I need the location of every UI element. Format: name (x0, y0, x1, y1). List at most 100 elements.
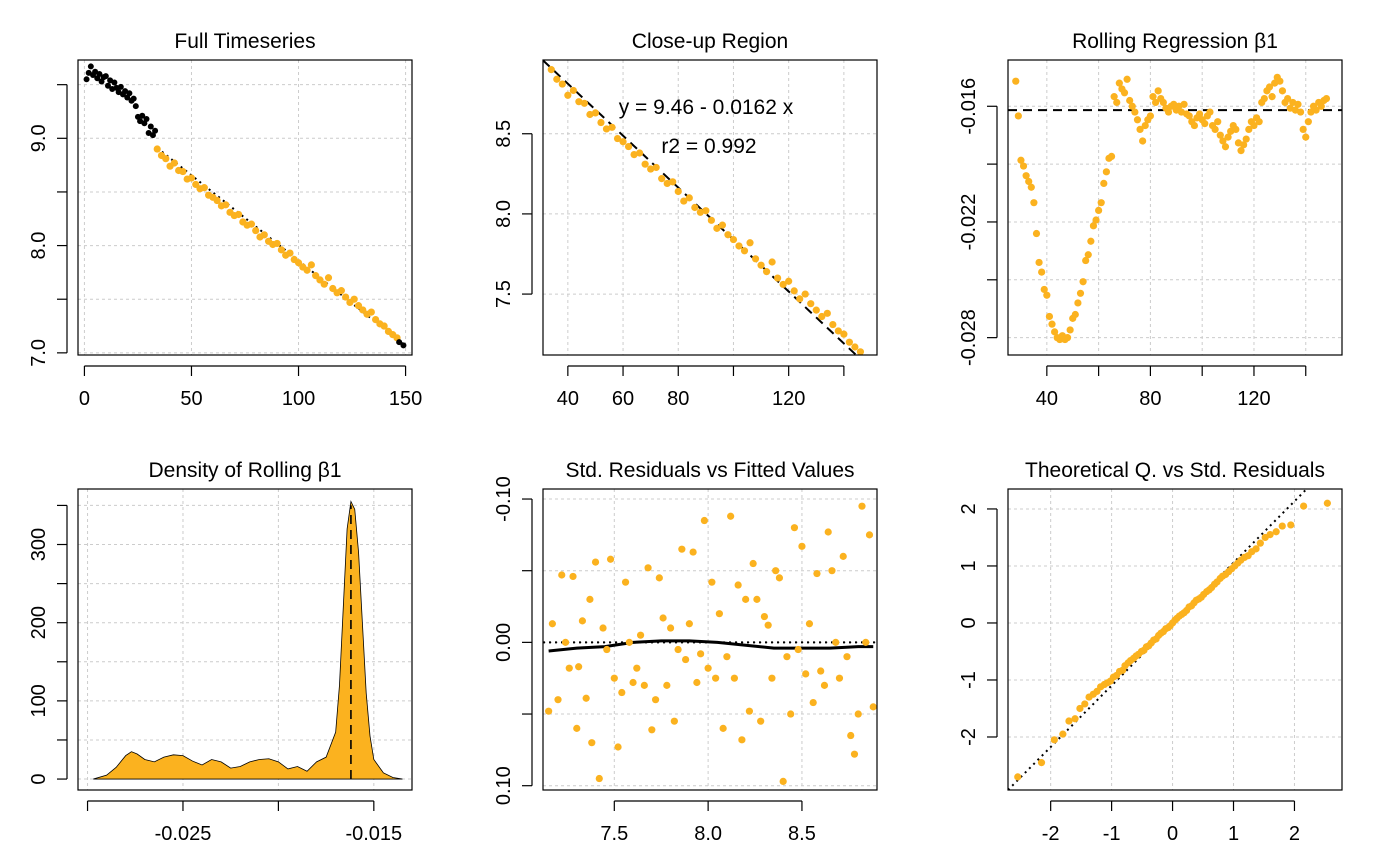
data-point (685, 194, 693, 202)
data-point (547, 66, 555, 74)
data-point (742, 595, 750, 603)
data-point (697, 650, 705, 658)
data-point (1180, 100, 1188, 108)
panel-p1: 0 50 100 150 7.0 8.0 9.0 Full Timeseries (28, 30, 422, 410)
data-point (829, 320, 837, 329)
x-tick-label: 120 (772, 388, 805, 410)
data-point (1092, 216, 1100, 224)
data-point (1323, 499, 1331, 507)
data-point (847, 731, 855, 740)
data-point (400, 342, 407, 349)
data-point (674, 187, 682, 196)
density-area (93, 500, 403, 780)
data-point (869, 703, 877, 711)
data-point (1164, 108, 1173, 116)
y-tick-label: 7.0 (28, 339, 50, 367)
data-point (768, 674, 776, 682)
chart-title: Close-up Region (632, 30, 788, 53)
plot-frame (542, 59, 878, 356)
data-point (647, 165, 655, 173)
data-point (1032, 229, 1041, 238)
data-point (303, 266, 311, 274)
data-point (696, 208, 704, 216)
chart-title: Density of Rolling β1 (149, 459, 342, 482)
y-tick-label: 300 (28, 528, 50, 561)
data-point (851, 343, 859, 351)
data-point (1022, 172, 1030, 180)
data-point (1255, 118, 1263, 126)
data-point (618, 688, 626, 697)
data-point (200, 184, 208, 192)
data-point (1272, 528, 1280, 536)
data-point (663, 179, 671, 188)
data-point (132, 103, 139, 110)
data-point (813, 569, 821, 578)
data-point (162, 155, 170, 163)
data-point (610, 674, 618, 682)
data-point (663, 681, 671, 689)
x-tick-label: 50 (180, 388, 202, 410)
y-tick-label: 8.0 (493, 200, 515, 228)
data-point (839, 552, 847, 560)
data-point (1296, 108, 1305, 116)
data-point (820, 681, 829, 689)
data-point (578, 617, 587, 625)
data-point (1074, 299, 1082, 307)
data-point (751, 255, 760, 263)
data-point (1082, 256, 1090, 265)
data-point (603, 645, 611, 654)
data-point (117, 83, 124, 90)
y-tick-label: 9.0 (28, 124, 50, 152)
x-tick-label: 40 (1036, 388, 1058, 410)
data-point (1252, 545, 1260, 553)
data-point (1302, 133, 1310, 141)
data-point (558, 80, 566, 88)
data-point (702, 207, 710, 215)
data-point (1317, 102, 1325, 110)
data-point (805, 620, 814, 628)
data-point (1211, 125, 1219, 134)
data-point (834, 327, 842, 335)
data-point (757, 717, 765, 725)
chart-title: Theoretical Q. vs Std. Residuals (1025, 459, 1325, 482)
data-point (1224, 133, 1232, 141)
data-point (143, 116, 150, 122)
data-point (1141, 121, 1149, 130)
data-point (277, 246, 285, 254)
data-point (828, 567, 836, 575)
data-point (367, 308, 375, 316)
data-point (1151, 98, 1160, 107)
data-point (1322, 94, 1331, 103)
data-point (153, 145, 161, 153)
data-point (111, 79, 118, 86)
data-point (1087, 237, 1095, 245)
x-tick-label: 100 (282, 388, 315, 410)
data-point (1071, 715, 1079, 723)
data-point (666, 624, 675, 632)
data-point (1043, 291, 1051, 299)
data-point (757, 261, 765, 269)
x-tick-label: -1 (1103, 823, 1121, 845)
y-tick-label: 2 (958, 503, 980, 514)
data-point (222, 201, 230, 209)
x-tick-label: 40 (557, 388, 579, 410)
data-point (680, 197, 688, 205)
data-point (1120, 89, 1129, 97)
data-point (1065, 717, 1073, 725)
data-point (1066, 326, 1074, 334)
data-point (768, 258, 776, 266)
data-point (669, 178, 677, 186)
data-point (580, 99, 589, 107)
data-point (575, 98, 583, 106)
x-tick-label: 80 (667, 388, 689, 410)
data-point (606, 555, 615, 563)
data-point (807, 300, 815, 308)
data-point (286, 249, 294, 257)
data-point (1294, 100, 1302, 108)
data-point (545, 707, 553, 715)
plot-frame (77, 59, 413, 356)
data-point (1268, 93, 1276, 101)
data-point (307, 261, 315, 269)
x-tick-label: 150 (389, 388, 422, 410)
y-tick-label: -0.016 (958, 78, 980, 135)
